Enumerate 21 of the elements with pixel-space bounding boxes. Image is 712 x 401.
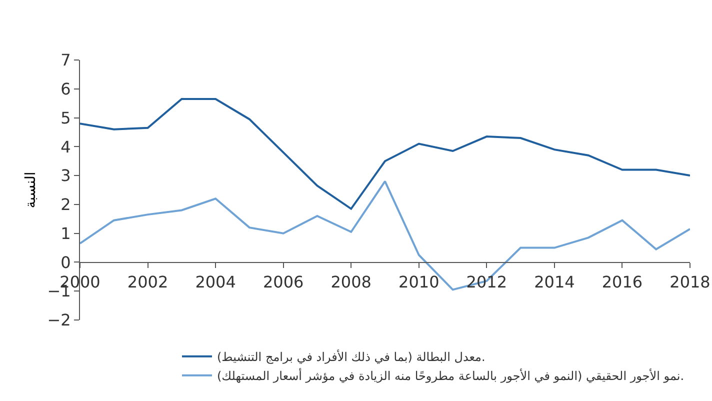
x-tick-label: 2018 — [670, 272, 710, 292]
y-tick-label: 5 — [60, 108, 71, 128]
legend-label: نمو الأجور الحقيقي (النمو في الأجور بالساعة مطروحًا منه الزيادة في مؤشر أسعار المستهلك). — [217, 368, 684, 384]
x-tick-label: 2010 — [398, 272, 440, 292]
y-tick-label: 6 — [60, 79, 71, 98]
x-tick-label: 2016 — [602, 272, 643, 292]
x-tick-label: 2004 — [195, 272, 236, 292]
x-tick-label: 2006 — [262, 272, 304, 292]
x-tick-label: 2002 — [127, 272, 168, 292]
y-tick-label: 3 — [60, 166, 71, 186]
y-tick-label: 7 — [60, 50, 71, 70]
legend-label: معدل البطالة (بما في ذلك الأفراد في برامج التنشيط). — [217, 349, 486, 364]
y-tick-label: 1 — [60, 224, 71, 243]
line-series — [80, 98, 690, 210]
y-tick-label: 2 — [60, 195, 71, 214]
x-tick-label: 2008 — [330, 272, 372, 292]
y-axis-title: النسبة — [22, 172, 39, 208]
y-tick-label: −2 — [47, 310, 71, 330]
y-tick-label: 0 — [60, 252, 71, 272]
x-tick-label: 2014 — [534, 272, 575, 292]
y-tick-label: 4 — [60, 137, 71, 156]
